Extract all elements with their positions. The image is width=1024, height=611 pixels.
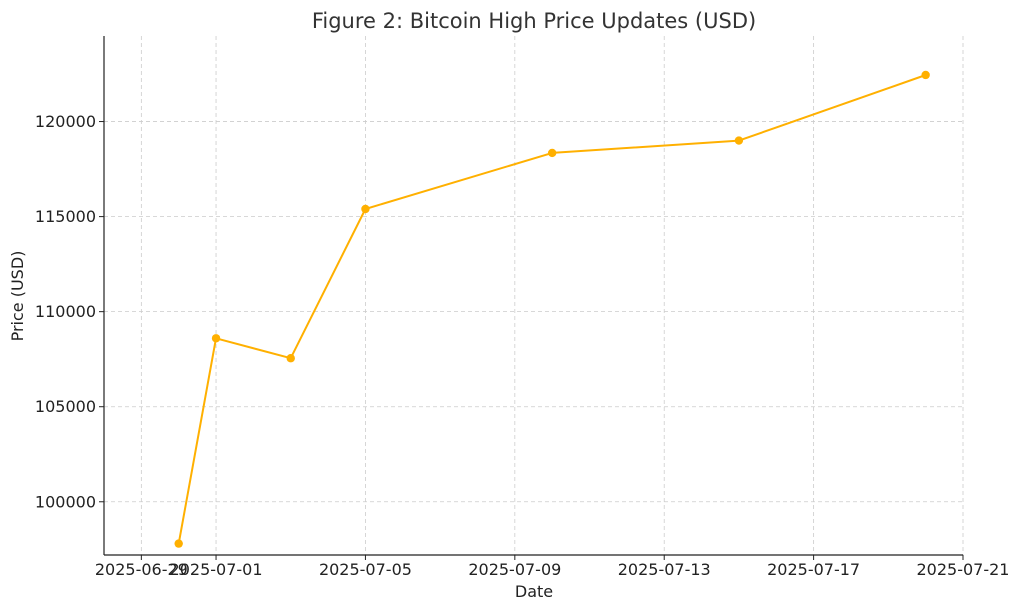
series <box>174 70 930 548</box>
data-point <box>361 204 370 214</box>
x-tick-label: 2025-07-13 <box>618 560 711 579</box>
y-tick-label: 105000 <box>35 397 96 416</box>
data-point <box>174 539 183 548</box>
data-point <box>286 354 295 363</box>
y-tick-label: 115000 <box>35 207 96 226</box>
x-axis-label: Date <box>515 582 553 601</box>
y-axis-label: Price (USD) <box>8 251 27 342</box>
axes <box>103 36 963 556</box>
x-tick-label: 2025-06-29 <box>95 560 188 579</box>
y-tick-label: 120000 <box>35 112 96 131</box>
y-tick-label: 110000 <box>35 302 96 321</box>
data-point <box>547 148 557 158</box>
x-tick-label: 2025-07-17 <box>767 560 860 579</box>
chart-title: Figure 2: Bitcoin High Price Updates (US… <box>312 9 756 33</box>
data-point <box>734 136 744 145</box>
data-point <box>211 334 221 343</box>
x-tick-label: 2025-07-01 <box>170 560 263 579</box>
data-point <box>921 70 930 80</box>
y-tick-label: 100000 <box>35 492 96 511</box>
x-tick-label: 2025-07-09 <box>468 560 561 579</box>
x-tick-label: 2025-07-21 <box>917 560 1010 579</box>
x-tick-label: 2025-07-05 <box>319 560 412 579</box>
grid <box>104 36 964 555</box>
